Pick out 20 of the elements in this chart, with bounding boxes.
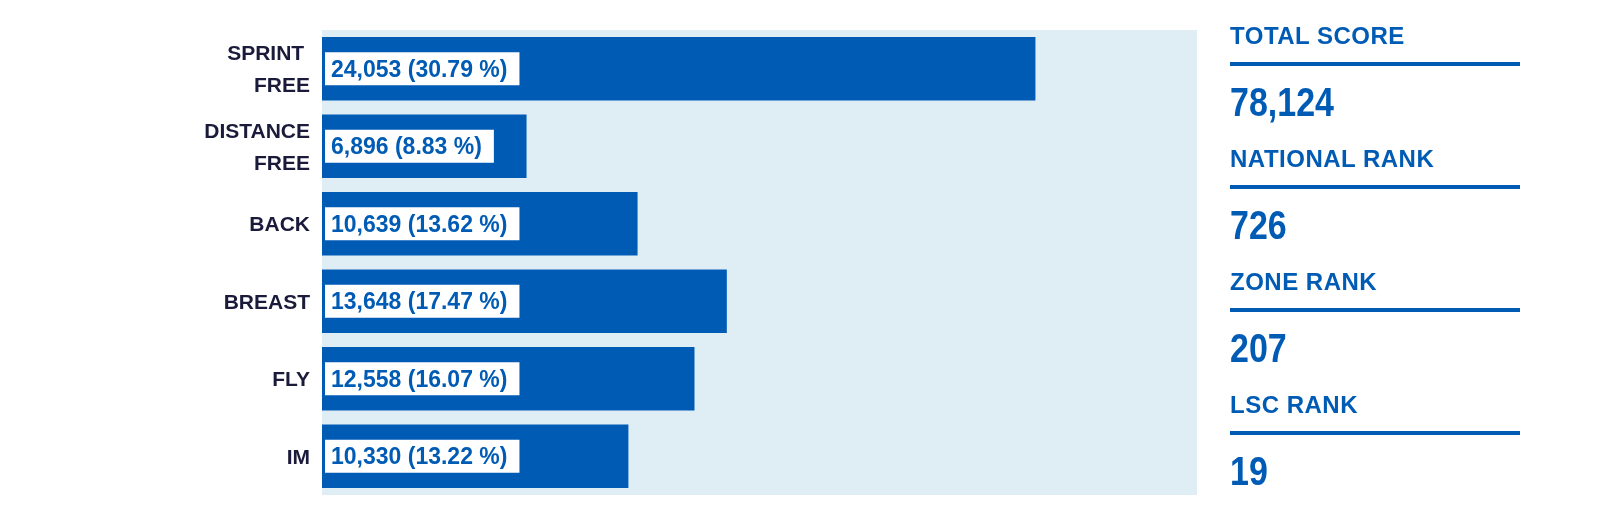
text: NATIONAL RANK <box>1230 144 1436 174</box>
text: TOTAL SCORE <box>1230 21 1406 51</box>
y-tick-label: DISTANCE FREE <box>204 118 310 174</box>
text: ZONE RANK <box>1230 267 1379 297</box>
data-label: 10,330 (13.22 %) <box>331 443 508 470</box>
y-tick-label: BACK <box>249 212 310 236</box>
text: 19 <box>1230 448 1269 495</box>
data-label: 24,053 (30.79 %) <box>331 55 508 82</box>
data-label: 13,648 (17.47 %) <box>331 288 508 315</box>
text: 726 <box>1230 202 1288 249</box>
data-label: 10,639 (13.62 %) <box>331 210 508 237</box>
text: LSC RANK <box>1230 390 1359 420</box>
y-tick-label: SPRINT FREE <box>227 41 310 97</box>
y-tick-label: IM <box>286 444 310 468</box>
data-label: 6,896 (8.83 %) <box>331 133 482 160</box>
data-label: 12,558 (16.07 %) <box>331 365 508 392</box>
y-tick-label: FLY <box>272 367 310 391</box>
text: 207 <box>1230 325 1288 372</box>
y-tick-label: BREAST <box>223 289 311 313</box>
text: 78,124 <box>1230 79 1335 126</box>
